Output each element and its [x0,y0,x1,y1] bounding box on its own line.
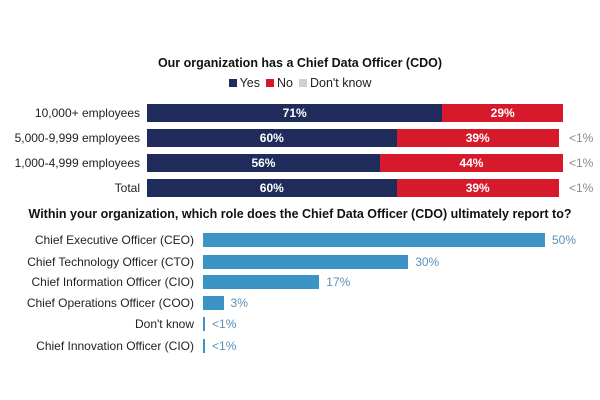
legend-swatch-no [265,79,274,87]
legend-item-yes: Yes [228,76,260,90]
legend-item-dont-know: Don't know [298,76,372,90]
bar [203,275,320,289]
category-label: Total [114,181,140,195]
chart1-title: Our organization has a Chief Data Office… [157,56,443,70]
bar-segment-yes: 56% [147,154,380,172]
bar [203,233,545,247]
category-label: Don't know [135,317,194,331]
data-label: 50% [552,233,577,247]
bar [203,255,409,269]
category-label: 1,000-4,999 employees [14,156,140,170]
chart1-legend: Yes No Don't know [0,76,600,90]
data-label: 17% [326,275,351,289]
data-label: <1% [212,339,237,353]
legend-item-no: No [265,76,293,90]
category-label: 5,000-9,999 employees [14,131,140,145]
bar-segment-no: 44% [379,154,563,172]
category-label: Chief Operations Officer (COO) [26,296,194,310]
category-label: Chief Innovation Officer (CIO) [36,339,194,353]
bar [203,317,206,331]
category-label: 10,000+ employees [34,106,140,120]
data-label: 30% [415,255,440,269]
chart2-title: Within your organization, which role doe… [28,207,572,221]
category-label: Chief Information Officer (CIO) [31,275,195,289]
bar-segment-yes: 71% [147,104,443,122]
legend-swatch-yes [228,79,237,87]
data-label: 3% [230,296,248,310]
data-label-dont-know: <1% [569,181,594,195]
category-label: Chief Executive Officer (CEO) [34,233,194,247]
category-label: Chief Technology Officer (CTO) [27,255,194,269]
legend-swatch-dont-know [298,79,307,87]
bar-segment-no: 39% [396,179,559,197]
bar-segment-yes: 60% [147,129,397,147]
bar [203,296,224,310]
data-label: <1% [212,317,237,331]
data-label-dont-know: <1% [569,131,594,145]
bar-segment-yes: 60% [147,179,397,197]
bar-segment-no: 29% [442,104,563,122]
legend-label: Yes [239,76,260,90]
legend-label: No [276,76,293,90]
legend-label: Don't know [309,76,372,90]
data-label-dont-know: <1% [569,156,594,170]
bar-segment-no: 39% [396,129,559,147]
bar [203,339,206,353]
